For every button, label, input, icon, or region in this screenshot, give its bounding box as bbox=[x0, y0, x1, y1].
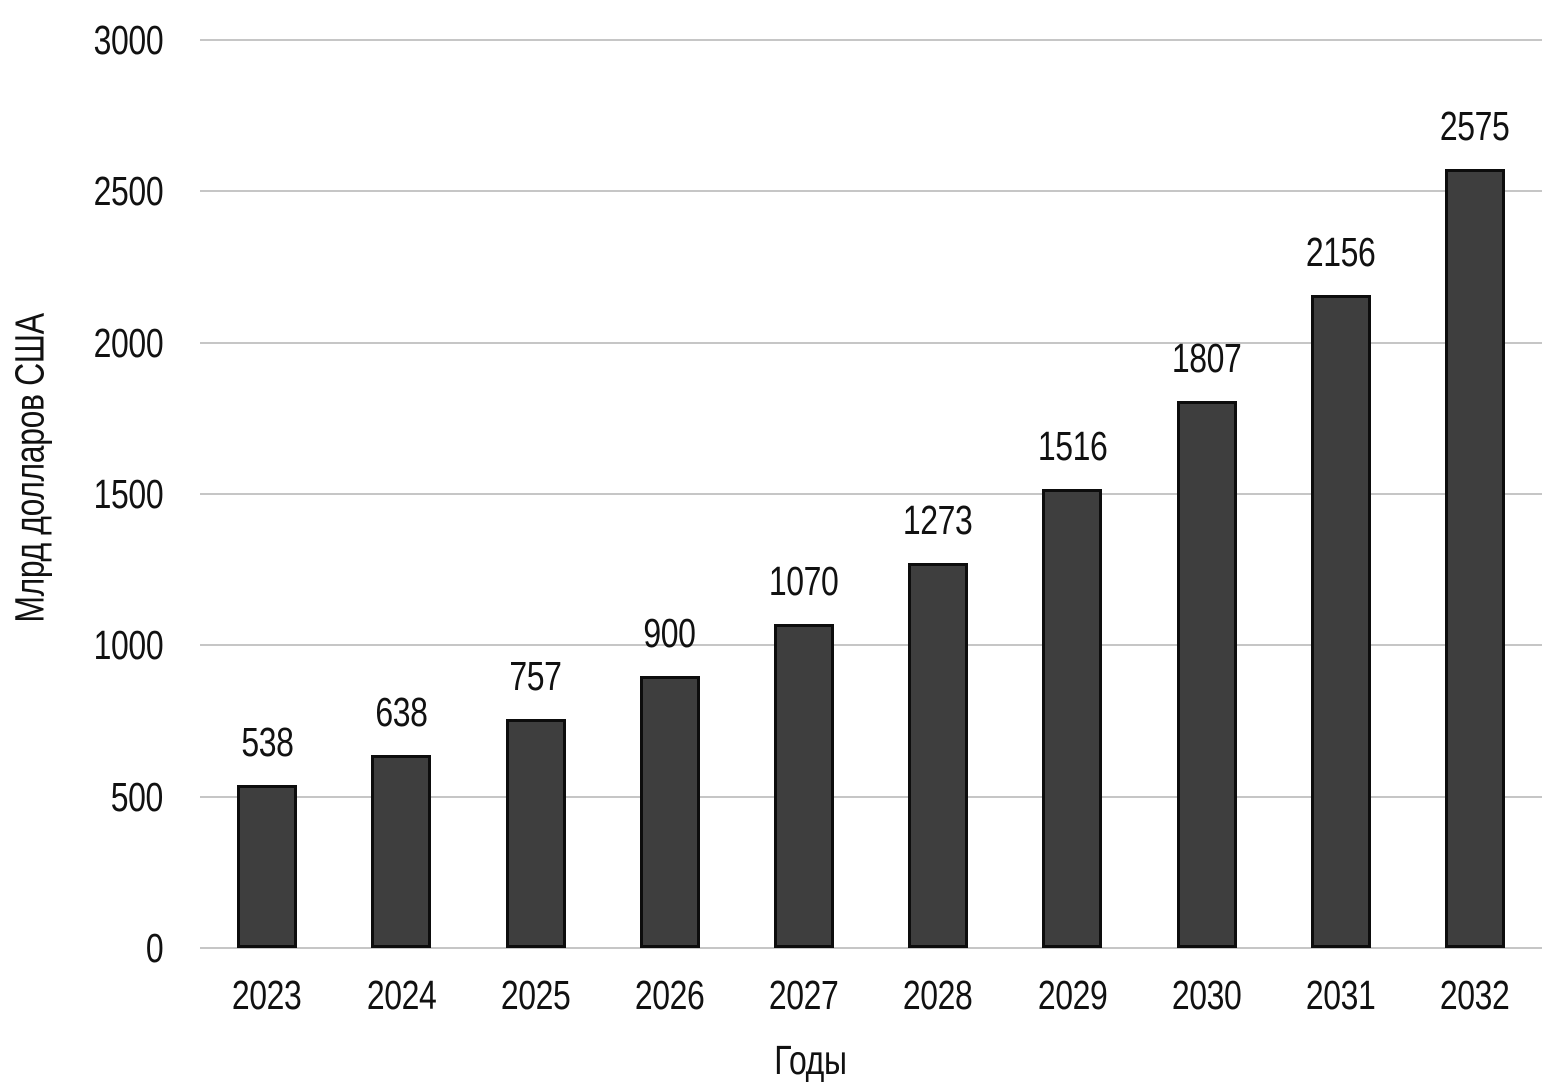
x-tick-label-2025: 2025 bbox=[500, 972, 571, 1018]
y-tick-label-1000: 1000 bbox=[93, 622, 163, 669]
x-tick-label-2030: 2030 bbox=[1171, 972, 1242, 1018]
value-label-2024: 638 bbox=[375, 688, 428, 735]
x-axis-title: Годы bbox=[610, 1040, 1010, 1081]
x-tick-label-2027: 2027 bbox=[769, 972, 839, 1018]
value-label-2031: 2156 bbox=[1305, 229, 1376, 276]
bar-2026 bbox=[639, 675, 700, 948]
value-label-2030: 1807 bbox=[1171, 335, 1242, 382]
value-label-2023: 538 bbox=[240, 719, 294, 766]
x-tick-label-2026: 2026 bbox=[634, 972, 705, 1018]
gridline-1500 bbox=[200, 493, 1542, 495]
bar-2027 bbox=[773, 624, 834, 948]
x-tick-label-2024: 2024 bbox=[366, 972, 437, 1018]
x-tick-label-2028: 2028 bbox=[903, 972, 973, 1018]
y-tick-label-2000: 2000 bbox=[93, 319, 163, 366]
bar-2028 bbox=[908, 562, 969, 948]
bar-2025 bbox=[505, 718, 566, 948]
y-axis-title: Млрд долларов США bbox=[6, 313, 53, 623]
gridline-2000 bbox=[200, 341, 1542, 344]
bar-2029 bbox=[1042, 489, 1103, 948]
gridline-500 bbox=[200, 795, 1542, 798]
x-tick-label-2031: 2031 bbox=[1305, 972, 1376, 1018]
value-label-2027: 1070 bbox=[769, 558, 839, 605]
bar-2024 bbox=[371, 754, 432, 948]
y-axis-title-text: Млрд долларов США bbox=[6, 313, 53, 623]
value-label-2026: 900 bbox=[643, 609, 697, 656]
gridline-2500 bbox=[200, 190, 1542, 193]
x-tick-label-2029: 2029 bbox=[1037, 972, 1108, 1018]
value-label-2025: 757 bbox=[509, 652, 562, 699]
y-tick-label-1500: 1500 bbox=[93, 471, 163, 517]
y-tick-label-0: 0 bbox=[145, 925, 164, 971]
y-tick-label-3000: 3000 bbox=[93, 17, 163, 63]
x-tick-label-2032: 2032 bbox=[1440, 972, 1510, 1018]
gridline-1000 bbox=[200, 644, 1542, 647]
bar-2032 bbox=[1444, 168, 1505, 948]
x-tick-label-2023: 2023 bbox=[232, 972, 302, 1018]
bar-2023 bbox=[237, 785, 298, 948]
x-axis-title-text: Годы bbox=[773, 1037, 847, 1083]
bar-2030 bbox=[1176, 401, 1237, 948]
bar-2031 bbox=[1310, 295, 1371, 948]
y-tick-label-2500: 2500 bbox=[93, 168, 163, 215]
value-label-2029: 1516 bbox=[1037, 423, 1108, 470]
value-label-2032: 2575 bbox=[1440, 102, 1510, 149]
value-label-2028: 1273 bbox=[903, 496, 973, 543]
gridline-0 bbox=[200, 947, 1542, 949]
gridline-3000 bbox=[200, 39, 1542, 41]
y-tick-label-500: 500 bbox=[110, 773, 164, 820]
